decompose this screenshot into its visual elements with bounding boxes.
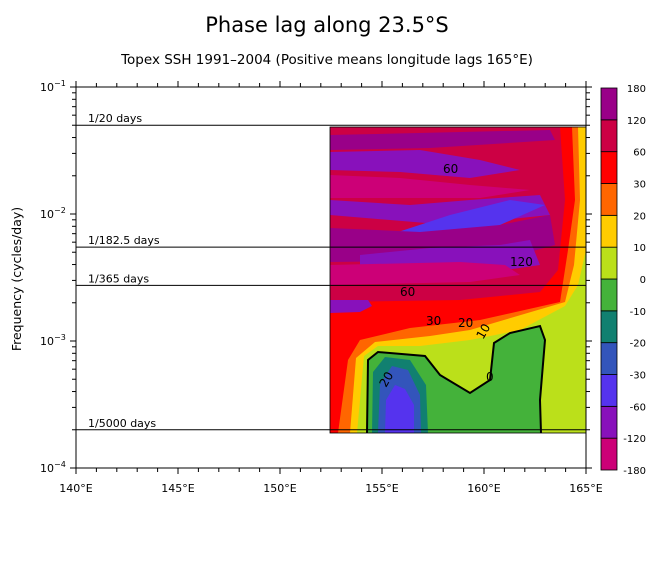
reference-line-label: 1/365 days [88,272,149,285]
contour-label: 60 [443,162,458,176]
colorbar-label: -20 [630,339,646,350]
contour-label: 120 [510,255,533,269]
colorbar-swatch [600,214,618,248]
y-tick-label-exponent: −1 [54,79,66,88]
reference-lines: 1/20 days 1/182.5 days 1/365 days 1/5000 da… [76,112,586,431]
colorbar-label: -60 [630,402,646,413]
zero-contour [366,324,547,434]
band-violet-4 [330,300,372,313]
colorbar-swatch [600,278,618,312]
plot-frame [75,86,587,469]
colorbar-swatch [600,151,618,184]
colorbar-swatch [600,342,618,375]
contour-label: 10 [473,321,493,341]
colorbar-label: 0 [640,275,646,286]
y-tick-label-exponent: −3 [54,333,66,342]
colorbar-swatch [600,119,618,153]
x-tick-label: 140°E [59,482,92,495]
region-indigo [385,385,414,433]
x-tick-label: 150°E [263,482,296,495]
colorbar-swatch [600,246,618,280]
colorbar: -180 -120 -60 -30 -20 -10 0 10 20 30 60 120 180 [600,84,646,477]
colorbar-swatch [600,374,618,407]
contour-label: 20 [376,369,396,389]
x-tick-label: 165°E [569,482,602,495]
colorbar-swatch [600,437,618,471]
colorbar-label: 10 [633,243,646,254]
band-purple-1 [330,130,555,150]
colorbar-label: -180 [623,466,646,477]
contour-field [329,126,587,434]
contour-label: 30 [426,314,441,328]
colorbar-swatch [600,87,618,121]
chart-title: Phase lag along 23.5°S [205,13,449,37]
colorbar-swatch [600,310,618,344]
x-tick-label: 145°E [161,482,194,495]
contour-label: 20 [458,316,473,330]
x-tick-label: 160°E [467,482,500,495]
y-tick-label-base: 10 [40,462,54,475]
y-tick-label-exponent: −4 [54,460,66,469]
colorbar-label: -30 [630,371,646,382]
y-axis-label: Frequency (cycles/day) [9,207,24,351]
colorbar-label: -10 [630,307,646,318]
contour-labels: 60 120 60 30 20 10 0 20 [376,162,532,390]
y-tick-label-exponent: −2 [54,206,66,215]
band-violet-1 [330,150,520,178]
x-tick-label: 155°E [365,482,398,495]
colorbar-label: 180 [627,84,646,95]
reference-line-label: 1/20 days [88,112,142,125]
colorbar-label: 30 [633,180,646,191]
chart-subtitle: Topex SSH 1991–2004 (Positive means long… [120,52,533,68]
colorbar-label: 120 [627,116,646,127]
reference-line-label: 1/5000 days [88,417,156,430]
colorbar-label: 60 [633,148,646,159]
colorbar-label: -120 [623,434,646,445]
y-tick-label-base: 10 [40,208,54,221]
colorbar-label: 20 [633,211,646,222]
y-tick-label-base: 10 [40,335,54,348]
band-magenta-2 [330,262,520,285]
colorbar-swatch [600,183,618,216]
y-axis: 10−110−210−310−4 [40,79,592,475]
reference-line-label: 1/182.5 days [88,234,160,247]
band-magenta-1 [330,175,530,198]
x-axis: 140°E 145°E 150°E 155°E 160°E 165°E [59,81,603,495]
contour-label: 0 [486,370,494,384]
colorbar-swatch [600,405,618,439]
y-tick-label-base: 10 [40,81,54,94]
contour-label: 60 [400,285,415,299]
